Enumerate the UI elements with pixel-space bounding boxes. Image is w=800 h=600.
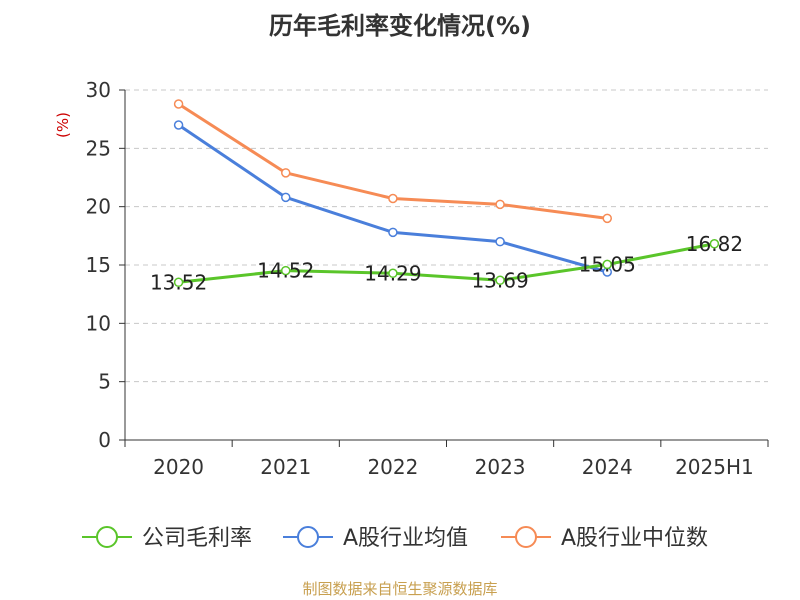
legend-label-2[interactable]: A股行业均值 bbox=[343, 526, 468, 551]
x-tick-label: 2024 bbox=[582, 455, 633, 479]
series-point-3 bbox=[173, 99, 184, 109]
series-point-2 bbox=[495, 236, 505, 247]
data-label: 14.29 bbox=[364, 261, 421, 285]
series-line-1 bbox=[178, 242, 715, 284]
series-point-1 bbox=[709, 239, 720, 249]
x-tick-label: 2020 bbox=[153, 455, 204, 479]
series-point-3 bbox=[281, 168, 291, 178]
data-label: 13.69 bbox=[471, 268, 528, 292]
y-tick-label: 25 bbox=[86, 136, 111, 160]
data-source: 制图数据来自恒生聚源数据库 bbox=[302, 580, 498, 598]
data-label: 15.05 bbox=[579, 252, 636, 276]
y-axis-label: (%) bbox=[54, 112, 72, 138]
legend-marker-2[interactable] bbox=[297, 526, 319, 548]
series-point-1 bbox=[281, 265, 291, 276]
y-tick-label: 0 bbox=[98, 428, 111, 452]
legend-label-1[interactable]: 公司毛利率 bbox=[142, 526, 252, 551]
data-label: 16.82 bbox=[686, 232, 743, 256]
legend-label-3[interactable]: A股行业中位数 bbox=[561, 526, 708, 551]
legend-marker-3[interactable] bbox=[515, 526, 537, 548]
series-point-1 bbox=[388, 268, 398, 279]
y-tick-label: 5 bbox=[98, 370, 111, 394]
series-point-3 bbox=[602, 213, 612, 224]
series-point-3 bbox=[388, 193, 398, 204]
series-point-2 bbox=[173, 120, 184, 130]
x-tick-label: 2022 bbox=[367, 455, 418, 479]
series-point-1 bbox=[495, 275, 505, 286]
series-point-1 bbox=[602, 259, 612, 270]
chart-title: 历年毛利率变化情况(%) bbox=[269, 12, 531, 40]
legend-marker-1[interactable] bbox=[96, 526, 118, 548]
y-tick-label: 20 bbox=[86, 195, 111, 219]
series-point-2 bbox=[388, 227, 398, 238]
series-point-1 bbox=[173, 277, 184, 288]
y-tick-label: 10 bbox=[86, 311, 111, 335]
x-tick-label: 2021 bbox=[260, 455, 311, 479]
y-tick-label: 30 bbox=[86, 78, 111, 102]
x-tick-label: 2025H1 bbox=[675, 455, 754, 479]
data-label: 14.52 bbox=[257, 259, 314, 283]
series-point-2 bbox=[281, 192, 291, 203]
series-point-3 bbox=[495, 199, 505, 210]
data-label: 13.52 bbox=[150, 270, 207, 294]
x-tick-label: 2023 bbox=[475, 455, 526, 479]
y-tick-label: 15 bbox=[86, 253, 111, 277]
